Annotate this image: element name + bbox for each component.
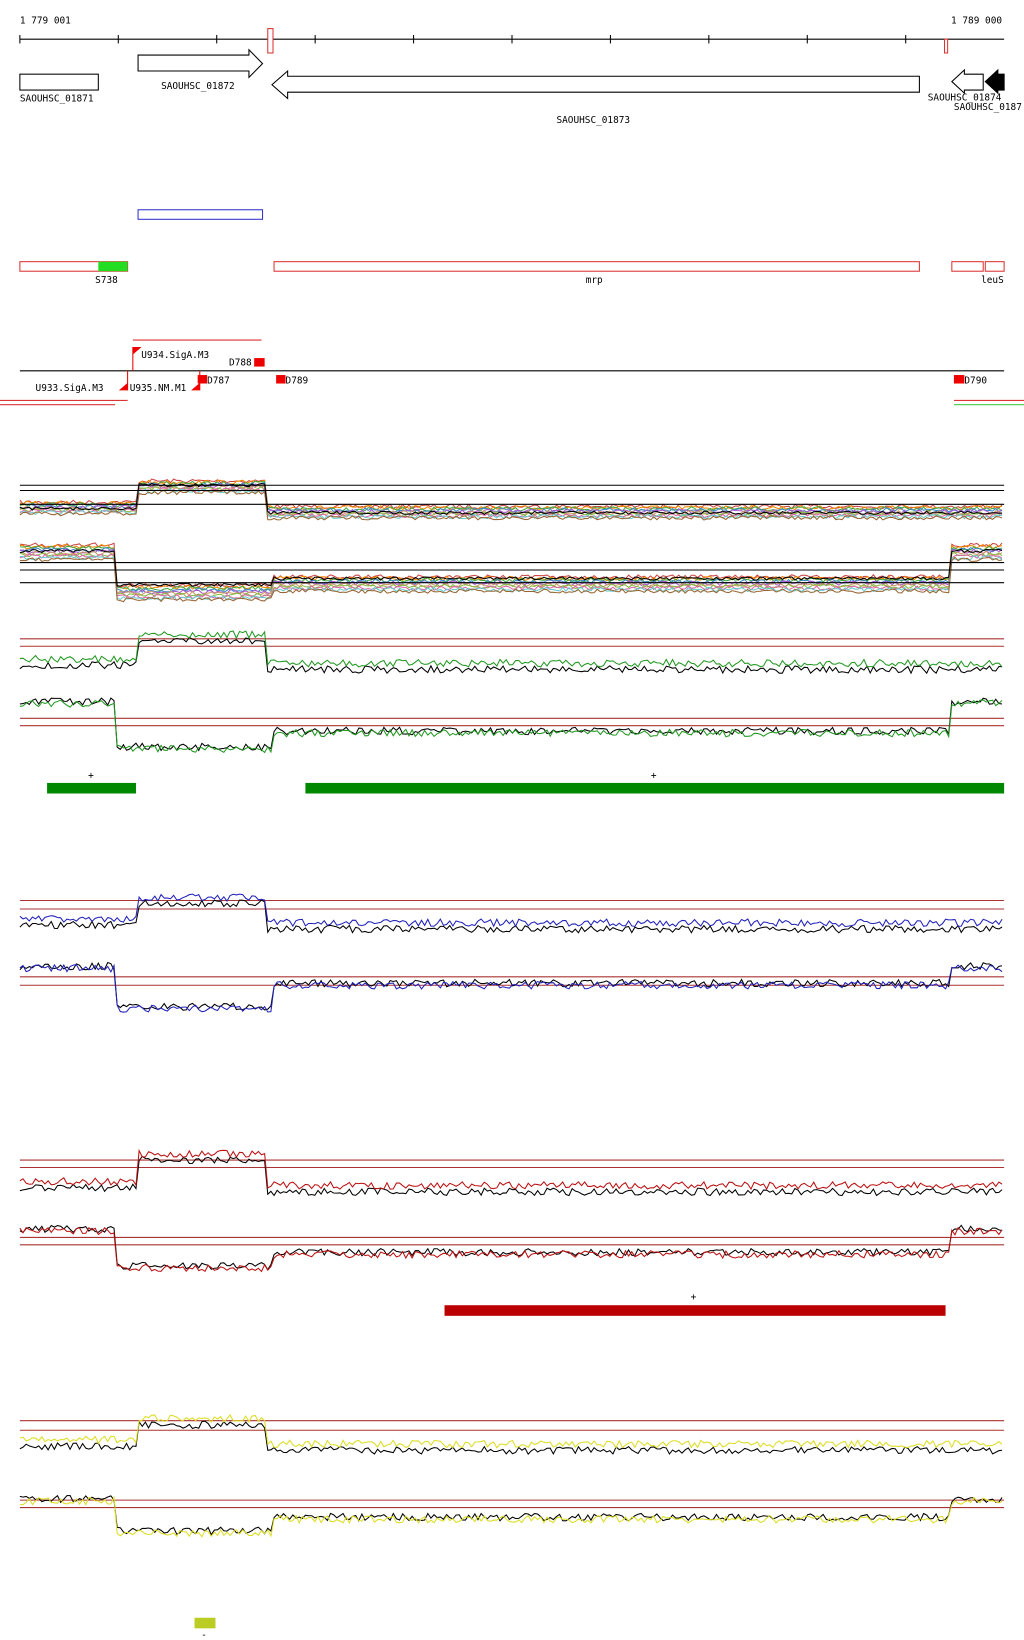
gene <box>951 68 984 95</box>
track-line <box>19 555 1003 601</box>
coordinate-axis: 1 779 001 1 789 000 <box>19 15 1005 54</box>
track-line <box>19 636 1003 675</box>
segment-label: - <box>201 1630 207 1640</box>
feature-fill <box>98 261 128 272</box>
highlight <box>943 38 949 54</box>
terminator-label: D787 <box>207 375 230 386</box>
track-line <box>19 699 1003 754</box>
track-line <box>19 1148 1003 1191</box>
promoter <box>118 370 129 391</box>
terminator-label: D790 <box>964 375 987 386</box>
track-line <box>19 1420 1003 1455</box>
feature-label: mrp <box>586 275 603 286</box>
gene-label: SAOUHSC_01871 <box>20 94 94 105</box>
ticks <box>19 34 907 44</box>
terminator <box>254 358 265 367</box>
promoter-label: U933.SigA.M3 <box>36 383 104 394</box>
features <box>19 261 1005 272</box>
track-line <box>19 963 1003 1013</box>
track-line <box>19 630 1003 668</box>
start-coordinate: 1 779 001 <box>20 15 71 26</box>
track-line <box>19 556 1003 603</box>
track-line <box>19 1414 1003 1449</box>
region <box>137 209 264 220</box>
track-line <box>19 480 1003 512</box>
track-line <box>19 1155 1003 1197</box>
end-coordinate: 1 789 000 <box>951 15 1002 26</box>
terminator <box>197 375 208 384</box>
segment <box>444 1305 946 1316</box>
segment <box>305 782 1005 794</box>
segment-label: + <box>691 1292 697 1303</box>
segment <box>194 1617 216 1629</box>
regulatory-track <box>0 339 1024 406</box>
segment-label: + <box>88 771 94 782</box>
track-line <box>19 479 1003 511</box>
promoter <box>132 346 142 371</box>
feature-label: S738 <box>95 275 118 286</box>
gene-label: SAOUHSC_0187 <box>954 102 1022 113</box>
track-line <box>19 899 1003 934</box>
feature-label: leuS <box>981 275 1004 286</box>
feature <box>273 261 920 272</box>
feature <box>951 261 984 272</box>
track-line <box>19 487 1003 519</box>
gene-label: SAOUHSC_01873 <box>556 115 630 126</box>
terminator-label: D789 <box>286 375 309 386</box>
track-line <box>19 697 1003 752</box>
gene <box>984 68 1005 95</box>
track-line <box>19 1494 1003 1536</box>
track-line <box>19 1495 1003 1538</box>
track-line <box>19 548 1003 588</box>
promoter-label: U935.NM.M1 <box>130 383 187 394</box>
feature <box>984 261 1005 272</box>
segment <box>47 782 136 794</box>
track-line <box>19 548 1003 595</box>
gene-label: SAOUHSC_01872 <box>161 81 235 92</box>
promoter-label: U934.SigA.M3 <box>141 350 209 361</box>
track-line <box>19 489 1003 521</box>
genes <box>19 48 1005 100</box>
highlight <box>267 28 274 54</box>
track-line <box>19 1224 1003 1271</box>
gene <box>271 69 920 100</box>
expression-tracks <box>19 478 1005 1538</box>
track-line <box>19 1226 1003 1273</box>
track-line <box>19 545 1003 592</box>
terminator-label: D788 <box>229 357 252 368</box>
gene <box>137 48 264 79</box>
terminator <box>276 375 286 384</box>
track-line <box>19 961 1003 1011</box>
segment-label: + <box>651 771 657 782</box>
track-line <box>19 893 1003 928</box>
terminator <box>953 375 965 384</box>
gene-label: SAOUHSC_01874 <box>928 93 1002 104</box>
gene <box>19 73 99 91</box>
